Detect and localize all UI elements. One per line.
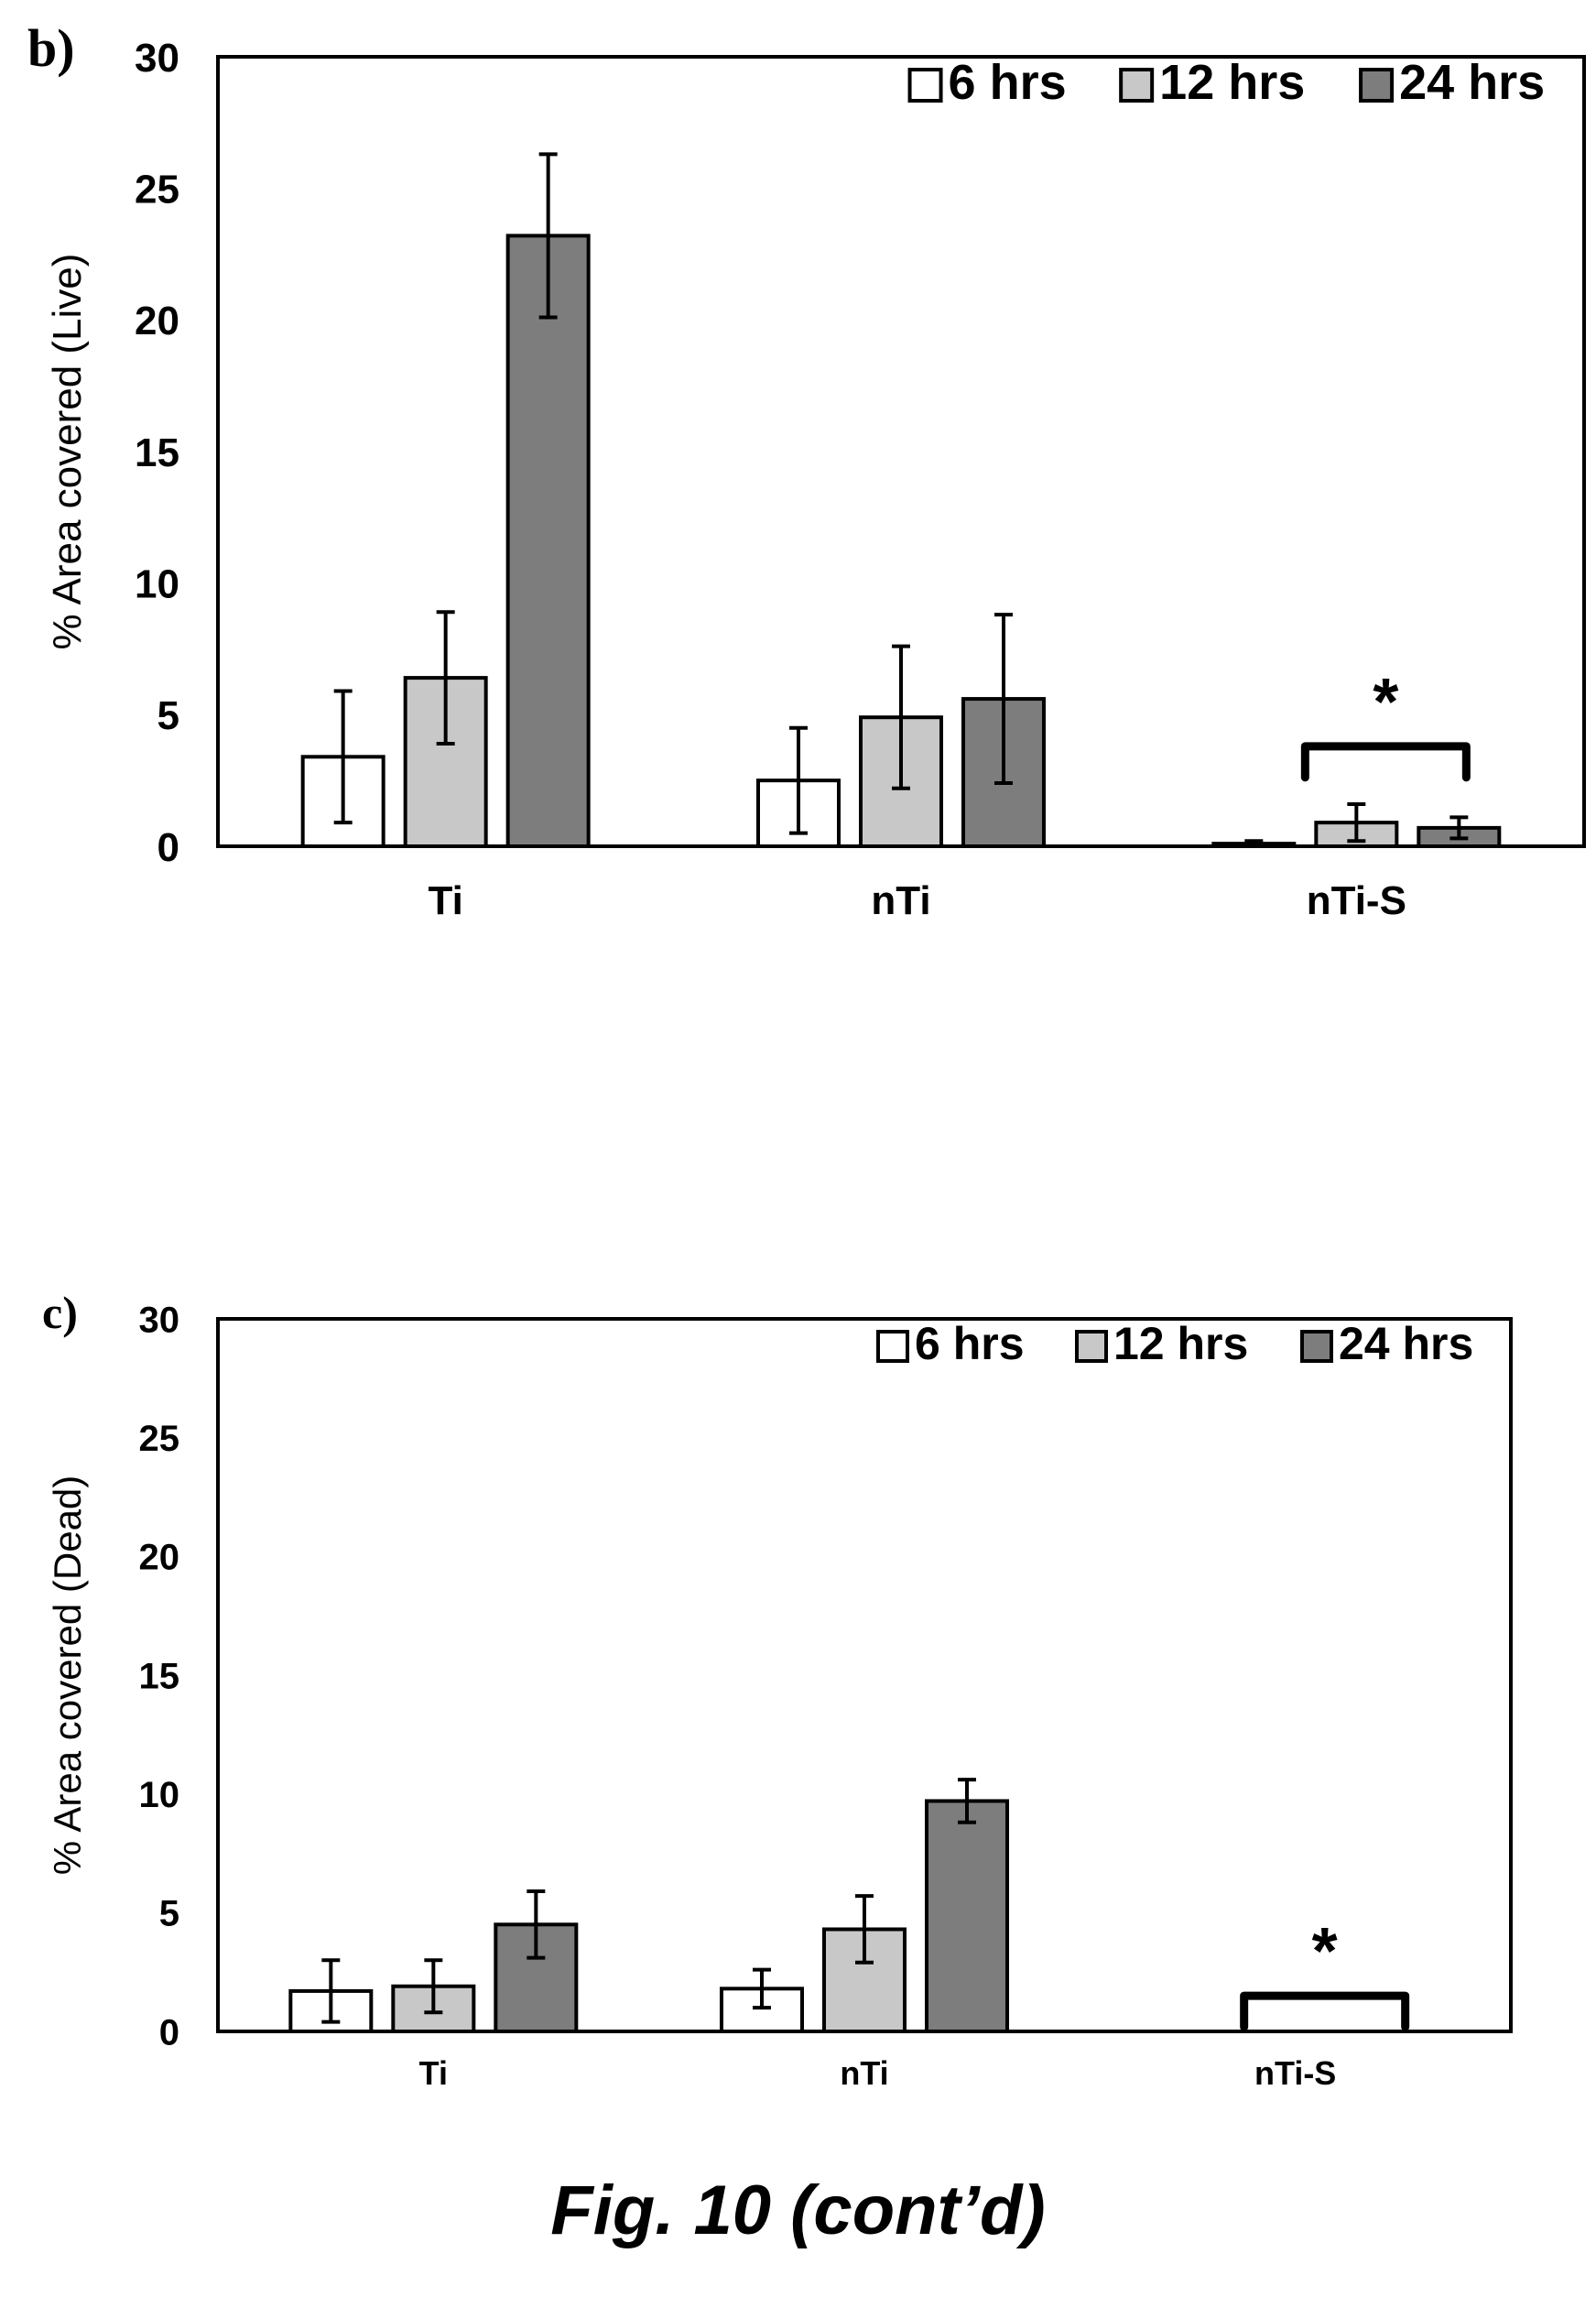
legend-swatch xyxy=(1359,68,1395,103)
y-tick-label: 25 xyxy=(135,168,179,212)
bar-24-hrs xyxy=(925,1799,1009,2033)
legend-label: 24 hrs xyxy=(1399,55,1545,110)
legend-label: 6 hrs xyxy=(949,55,1067,110)
y-tick-label: 25 xyxy=(139,1419,180,1459)
y-tick-label: 5 xyxy=(157,693,179,738)
legend-swatch xyxy=(907,68,943,103)
legend: 24 hrs 12 hrs 6 hrs xyxy=(876,1318,1473,1369)
plot-frame xyxy=(216,55,1586,848)
y-tick-label: 15 xyxy=(139,1656,180,1696)
x-tick-label: nTi-S xyxy=(1307,878,1406,923)
chart-live: b) 0 5 10 15 20 25 30 % Area covered (Live) Ti nTi… xyxy=(0,0,1596,1081)
y-tick-label: 20 xyxy=(139,1538,180,1578)
legend-label: 12 hrs xyxy=(1159,55,1305,110)
significance-star: * xyxy=(1312,1915,1338,1988)
y-tick-label: 0 xyxy=(157,825,179,870)
x-tick-label: nTi xyxy=(871,878,930,923)
legend-label: 6 hrs xyxy=(915,1318,1025,1369)
x-tick-label: Ti xyxy=(419,2054,448,2092)
y-tick-label: 0 xyxy=(159,2012,179,2052)
significance-star: * xyxy=(1373,666,1398,739)
legend: 24 hrs 12 hrs 6 hrs xyxy=(907,55,1545,110)
chart-dead: c) 0 5 10 15 20 25 30 % Area covered (Dead) Ti nTi… xyxy=(0,1264,1596,2107)
legend-swatch xyxy=(876,1330,909,1363)
y-tick-label: 10 xyxy=(139,1775,180,1815)
legend-swatch xyxy=(1075,1330,1108,1363)
x-tick-label: nTi-S xyxy=(1254,2054,1336,2092)
y-tick-label: 5 xyxy=(159,1894,179,1934)
y-tick-label: 30 xyxy=(135,36,179,81)
significance-bracket xyxy=(1240,1991,1410,2031)
legend-swatch xyxy=(1300,1330,1333,1363)
y-tick-label: 30 xyxy=(139,1300,180,1340)
y-tick-label: 15 xyxy=(135,430,179,475)
plot-frame xyxy=(216,1317,1513,2033)
legend-swatch xyxy=(1119,68,1155,103)
chart-dead-svg: c) 0 5 10 15 20 25 30 % Area covered (Dead) Ti nTi… xyxy=(42,1287,1513,2092)
legend-label: 12 hrs xyxy=(1113,1318,1248,1369)
bar-24-hrs xyxy=(505,234,591,848)
significance-bracket xyxy=(1300,742,1471,782)
y-tick-label: 10 xyxy=(135,562,179,607)
panel-label: b) xyxy=(27,18,75,78)
chart-live-svg: b) 0 5 10 15 20 25 30 % Area covered (Live) Ti nTi… xyxy=(27,18,1586,923)
figure-caption: Fig. 10 (cont’d) xyxy=(550,2172,1046,2249)
y-axis-label: % Area covered (Dead) xyxy=(46,1475,89,1876)
x-tick-label: nTi xyxy=(840,2054,888,2092)
y-tick-label: 20 xyxy=(135,299,179,343)
panel-label: c) xyxy=(42,1287,78,1338)
legend-label: 24 hrs xyxy=(1339,1318,1473,1369)
y-axis-label: % Area covered (Live) xyxy=(45,254,90,650)
x-tick-label: Ti xyxy=(429,878,463,923)
